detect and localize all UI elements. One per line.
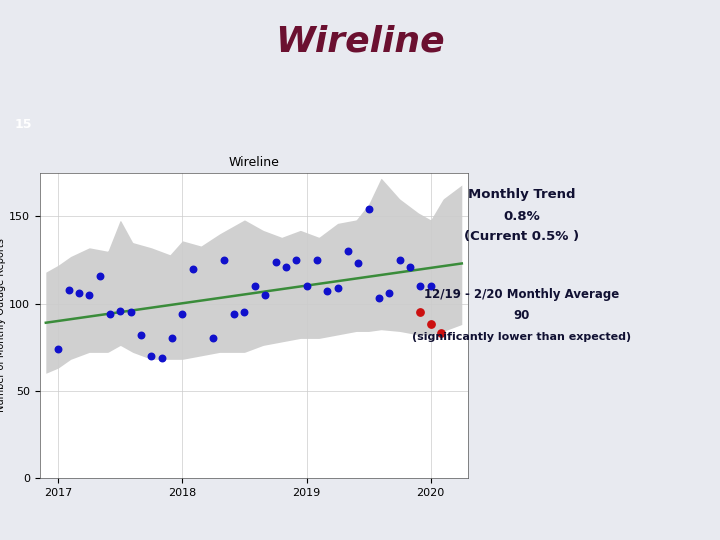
Point bbox=[176, 310, 188, 319]
Point bbox=[301, 282, 312, 291]
Point bbox=[104, 310, 116, 319]
Point bbox=[394, 255, 405, 264]
Point bbox=[239, 308, 251, 316]
Point bbox=[425, 320, 436, 329]
Point bbox=[73, 289, 85, 298]
Point bbox=[249, 282, 261, 291]
Point bbox=[384, 289, 395, 298]
Point bbox=[114, 306, 126, 315]
Point bbox=[415, 308, 426, 316]
Y-axis label: Number of Monthly Outage Reports: Number of Monthly Outage Reports bbox=[0, 239, 6, 412]
Text: 12/19 - 2/20 Monthly Average: 12/19 - 2/20 Monthly Average bbox=[424, 288, 620, 301]
Title: Wireline: Wireline bbox=[228, 156, 279, 169]
Point bbox=[145, 352, 157, 360]
Point bbox=[404, 262, 415, 271]
Text: 0.8%: 0.8% bbox=[503, 210, 541, 222]
Point bbox=[218, 255, 230, 264]
Point bbox=[207, 334, 219, 343]
Point bbox=[332, 284, 343, 292]
Point bbox=[259, 291, 271, 299]
Point bbox=[322, 287, 333, 296]
Point bbox=[373, 294, 384, 302]
Text: 15: 15 bbox=[14, 118, 32, 131]
Point bbox=[228, 310, 240, 319]
Text: Monthly Trend: Monthly Trend bbox=[468, 188, 576, 201]
Point bbox=[436, 329, 447, 338]
Point bbox=[415, 282, 426, 291]
Text: (significantly lower than expected): (significantly lower than expected) bbox=[413, 333, 631, 342]
Point bbox=[363, 205, 374, 214]
Point bbox=[311, 255, 323, 264]
Point bbox=[156, 353, 168, 362]
Point bbox=[280, 262, 292, 271]
Point bbox=[94, 271, 105, 280]
Point bbox=[342, 247, 354, 255]
Text: Wireline: Wireline bbox=[275, 24, 445, 58]
Point bbox=[290, 255, 302, 264]
Point bbox=[125, 308, 136, 316]
Point bbox=[353, 259, 364, 268]
Point bbox=[425, 282, 436, 291]
Point bbox=[63, 285, 74, 294]
Point bbox=[84, 291, 95, 299]
Point bbox=[166, 334, 178, 343]
Point bbox=[187, 265, 199, 273]
Point bbox=[270, 258, 282, 266]
Text: 90: 90 bbox=[514, 309, 530, 322]
Point bbox=[135, 330, 147, 339]
Point bbox=[53, 345, 64, 353]
Text: (Current 0.5% ): (Current 0.5% ) bbox=[464, 230, 580, 243]
